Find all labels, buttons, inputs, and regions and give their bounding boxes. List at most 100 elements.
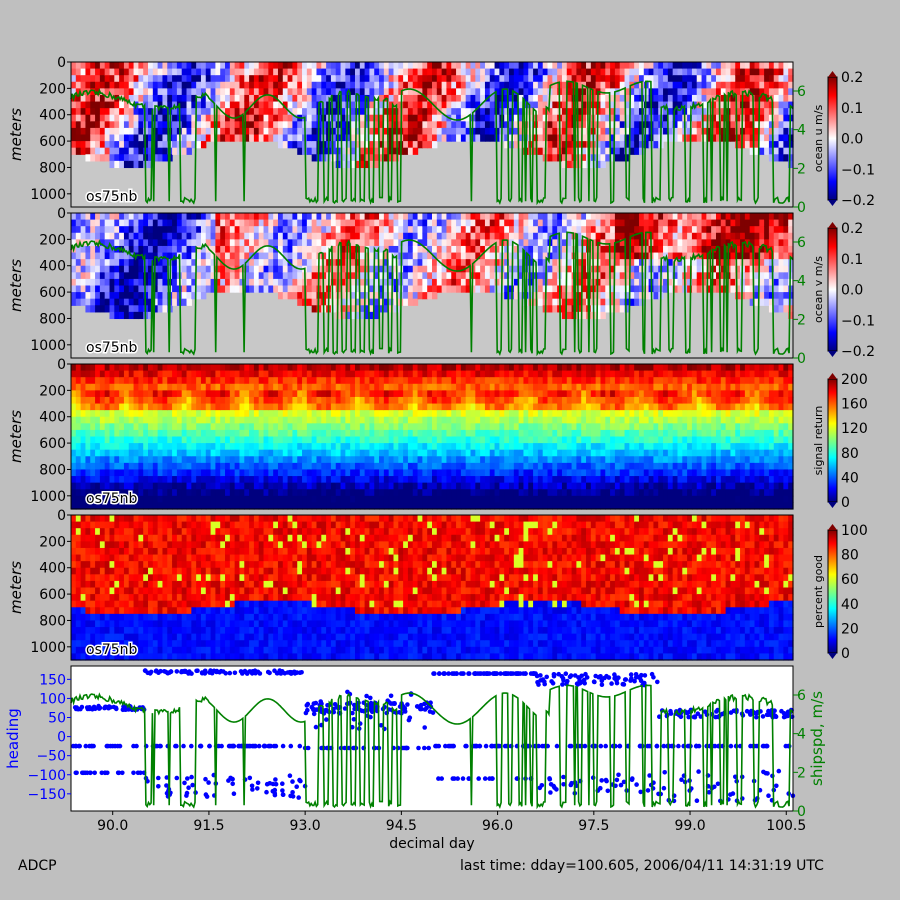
heatmap-cell <box>210 423 216 431</box>
heatmap-cell <box>104 429 111 438</box>
heatmap-cell <box>768 278 775 287</box>
heatmap-cell <box>561 114 568 122</box>
heatmap-cell <box>614 81 621 89</box>
heatmap-cell <box>152 147 159 155</box>
heatmap-cell <box>388 62 395 70</box>
heatmap-cell <box>186 416 192 424</box>
heatmap-cell <box>788 147 794 155</box>
heatmap-cell <box>667 81 674 89</box>
heatmap-cell <box>354 285 361 293</box>
heatmap-cell <box>316 298 322 306</box>
heatmap-cell <box>263 94 269 103</box>
heatmap-cell <box>176 443 183 451</box>
heatmap-cell <box>610 298 616 306</box>
heatmap-cell <box>542 75 549 83</box>
heatmap-cell <box>374 311 380 320</box>
heatmap-cell <box>407 259 414 267</box>
heatmap-cell <box>379 121 385 129</box>
heatmap-cell <box>306 108 313 116</box>
heatmap-cell <box>759 259 765 267</box>
heatmap-cell <box>114 101 120 109</box>
heatmap-cell <box>71 232 77 240</box>
heatmap-cell <box>653 278 659 287</box>
heatmap-cell <box>374 239 380 247</box>
heatmap-cell <box>157 292 164 300</box>
heatmap-cell <box>253 88 260 96</box>
heatmap-cell <box>263 114 269 122</box>
heatmap-cell <box>85 396 91 405</box>
heatmap-cell <box>653 239 659 247</box>
heatmap-cell <box>456 219 462 227</box>
heatmap-cell <box>90 292 96 300</box>
heatmap-cell <box>672 259 679 267</box>
heatmap-cell <box>658 245 664 254</box>
heatmap-cell <box>542 62 549 70</box>
heatmap-cell <box>561 226 568 234</box>
heatmap-cell <box>200 88 207 96</box>
heatmap-cell <box>706 81 712 89</box>
heatmap-cell <box>128 298 135 306</box>
heatmap-cell <box>432 68 438 76</box>
heatmap-cell <box>258 259 265 267</box>
heatmap-cell <box>744 134 751 142</box>
heatmap-cell <box>547 278 553 287</box>
heatmap-cell <box>614 108 621 116</box>
heatmap-cell <box>547 305 553 313</box>
heatmap-cell <box>205 75 212 83</box>
heatmap-cell <box>619 154 626 162</box>
heatmap-cell <box>210 101 216 109</box>
heatmap-cell <box>297 272 303 280</box>
heatmap-cell <box>436 272 443 280</box>
heatmap-cell <box>475 68 481 76</box>
heatmap-cell <box>229 285 236 293</box>
heatmap-cell <box>581 278 587 287</box>
heatmap-cell <box>215 226 221 234</box>
heatmap-cell <box>330 134 337 142</box>
heatmap-cell <box>773 272 780 280</box>
heatmap-cell <box>148 469 154 477</box>
heatmap-cell <box>383 81 390 89</box>
heatmap-cell <box>71 456 77 464</box>
heatmap-cell <box>306 213 313 221</box>
heatmap-cell <box>292 272 298 280</box>
heatmap-cell <box>287 219 294 227</box>
heatmap-cell <box>701 121 707 129</box>
heatmap-cell <box>561 232 568 240</box>
heatmap-cell <box>696 278 703 287</box>
heatmap-cell <box>277 101 284 109</box>
heatmap-cell <box>432 114 438 122</box>
heatmap-cell <box>306 101 313 109</box>
heatmap-cell <box>181 278 188 287</box>
heatmap-cell <box>600 121 606 129</box>
heatmap-cell <box>80 81 87 89</box>
heatmap-cell <box>268 285 274 293</box>
heatmap-cell <box>441 259 448 267</box>
heatmap-cell <box>537 101 544 109</box>
heatmap-cell <box>220 272 226 280</box>
heatmap-cell <box>773 141 780 149</box>
heatmap-cell <box>167 232 173 240</box>
heatmap-cell <box>133 114 139 122</box>
heatmap-cell <box>552 101 558 109</box>
heatmap-cell <box>383 108 390 116</box>
heatmap-cell <box>133 462 139 471</box>
heatmap-cell <box>133 81 139 89</box>
heatmap-cell <box>345 259 351 267</box>
heatmap-cell <box>157 101 164 109</box>
heatmap-cell <box>157 219 164 227</box>
heatmap-cell <box>475 239 481 247</box>
heatmap-cell <box>735 259 741 267</box>
heatmap-cell <box>619 121 626 129</box>
heatmap-cell <box>205 213 212 221</box>
heatmap-cell <box>412 141 419 149</box>
heatmap-cell <box>287 134 294 142</box>
heatmap-cell <box>268 75 274 83</box>
heatmap-cell <box>75 377 82 385</box>
heatmap-cell <box>369 62 375 70</box>
heatmap-cell <box>614 259 621 267</box>
heatmap-cell <box>369 219 375 227</box>
heatmap-cell <box>138 141 144 149</box>
heatmap-cell <box>624 127 630 136</box>
heatmap-cell <box>157 239 164 247</box>
heatmap-cell <box>157 232 164 240</box>
